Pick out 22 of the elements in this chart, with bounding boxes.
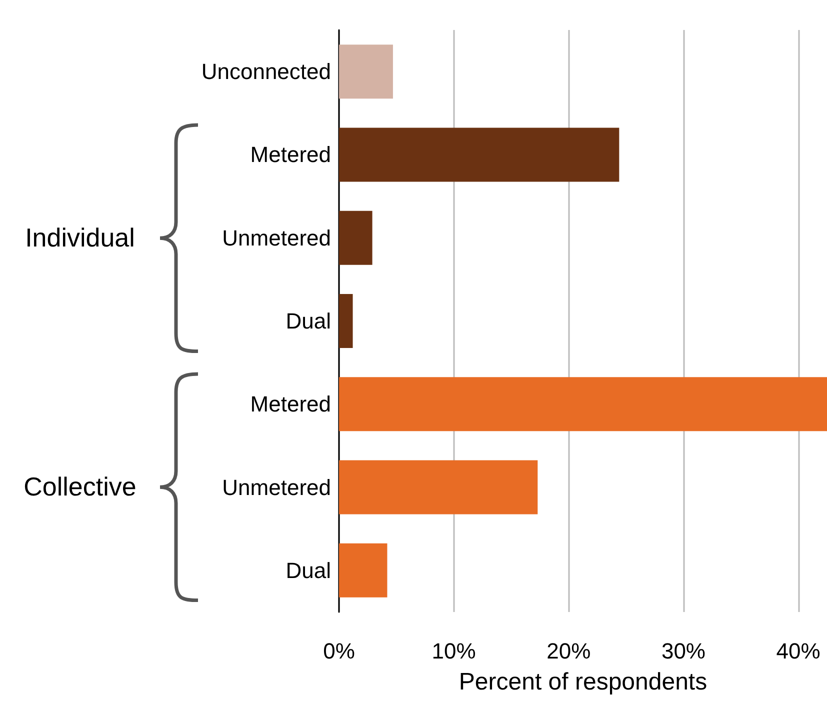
y-tick-label: Unmetered	[222, 225, 331, 250]
text: Collective	[24, 472, 136, 503]
bar	[339, 377, 827, 432]
bar	[339, 543, 388, 598]
bar	[339, 460, 538, 514]
x-tick-label: 0%	[323, 638, 355, 664]
bar	[339, 210, 372, 265]
x-axis-title: Percent of respondents	[458, 668, 708, 696]
x-tick-label: 10%	[432, 638, 476, 664]
x-tick-label: 20%	[546, 638, 591, 664]
y-tick-label: Metered	[250, 142, 331, 168]
bar	[339, 44, 393, 99]
y-tick-label: Dual	[286, 558, 331, 583]
y-tick-label: Metered	[250, 392, 331, 417]
y-tick-label: Dual	[286, 308, 331, 334]
text: Individual	[25, 222, 135, 254]
y-tick-label: Unconnected	[201, 59, 331, 84]
bar	[339, 294, 353, 348]
x-tick-label: 40%	[776, 638, 820, 664]
y-tick-label: Unmetered	[222, 474, 331, 500]
x-tick-label: 30%	[661, 638, 706, 664]
bar	[339, 128, 620, 182]
